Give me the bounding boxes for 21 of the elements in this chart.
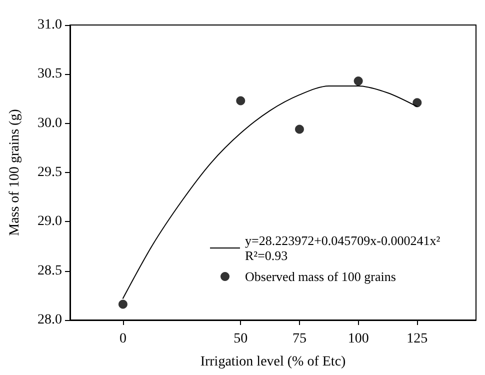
y-tick-label: 30.5	[38, 66, 62, 82]
y-tick-label: 28.0	[38, 312, 62, 328]
y-tick-label: 29.0	[38, 214, 62, 230]
point	[118, 300, 128, 309]
point	[412, 98, 422, 108]
y-axis-title: Mass of 100 grains (g)	[8, 108, 22, 236]
point	[236, 96, 246, 106]
point	[354, 76, 363, 86]
y-tick-label: 29.5	[38, 165, 62, 180]
legend-label: y=28.223972+0.045709x-0.000241x² R²=0.93	[245, 233, 440, 263]
x-tick-label: 100	[348, 332, 369, 346]
y-tick-label: 31.0	[38, 18, 62, 32]
point	[294, 124, 304, 134]
y-tick-label: 28.5	[38, 263, 62, 278]
x-tick-label: 0	[119, 332, 126, 346]
x-axis-title: Irrigation level (% of Etc)	[200, 354, 346, 370]
y-tick-label: 30.0	[38, 116, 62, 131]
x-tick-label: 50	[234, 332, 248, 346]
x-tick-label: 125	[406, 332, 428, 346]
legend-label: Observed mass of 100 grains	[245, 269, 396, 284]
x-tick-label: 75	[292, 332, 306, 346]
